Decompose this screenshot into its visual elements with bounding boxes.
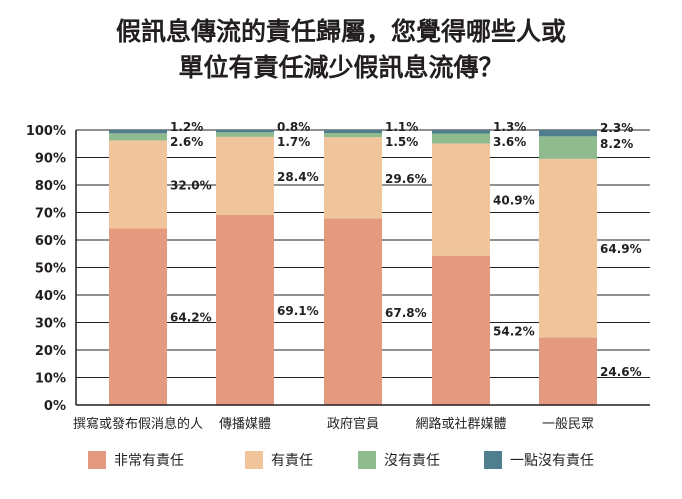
bar-segment [216, 214, 274, 405]
y-tick-label: 80% [35, 179, 66, 194]
x-tick-label: 政府官員 [327, 416, 379, 432]
bar-segment [432, 133, 490, 144]
bar-segment [216, 130, 274, 133]
data-label: 69.1% [277, 304, 319, 318]
legend-label: 有責任 [271, 453, 313, 469]
data-label: 67.8% [385, 306, 427, 320]
data-label: 0.8% [277, 120, 310, 134]
legend-swatch [88, 451, 106, 469]
legend-swatch [245, 451, 263, 469]
bar-segment [539, 337, 597, 405]
bar-segment [539, 158, 597, 338]
x-tick-label: 傳播媒體 [219, 417, 271, 432]
data-label: 32.0% [170, 178, 212, 192]
bar-segment [432, 143, 490, 256]
data-label: 64.2% [170, 311, 212, 325]
y-tick-label: 50% [35, 262, 66, 277]
data-label: 3.6% [493, 135, 526, 149]
data-label: 40.9% [493, 194, 535, 208]
chart-title: 假訊息傳流的責任歸屬，您覺得哪些人或 單位有責任減少假訊息流傳？ [0, 14, 682, 86]
bar-segment [324, 130, 382, 134]
bar-segment [109, 140, 167, 229]
legend-label: 沒有責任 [384, 452, 440, 469]
bar-segment [539, 130, 597, 137]
y-tick-label: 10% [35, 372, 66, 387]
bar-segment [432, 255, 490, 405]
y-tick-label: 40% [35, 289, 66, 304]
x-tick-label: 一般民眾 [542, 416, 594, 432]
data-label: 1.3% [493, 120, 526, 134]
data-label: 2.3% [600, 121, 633, 135]
data-label: 54.2% [493, 324, 535, 338]
data-label: 1.7% [277, 135, 310, 149]
y-tick-label: 100% [26, 124, 66, 139]
legend-swatch [484, 451, 502, 469]
y-tick-label: 70% [35, 207, 66, 222]
x-tick-label: 撰寫或發布假消息的人 [73, 416, 203, 432]
legend-label: 非常有責任 [114, 453, 184, 469]
data-label: 1.1% [385, 120, 418, 134]
data-label: 1.5% [385, 135, 418, 149]
chart-title-line-1: 假訊息傳流的責任歸屬，您覺得哪些人或 [115, 17, 566, 46]
bar-segment [539, 136, 597, 159]
y-tick-label: 60% [35, 234, 66, 249]
x-tick-label: 網路或社群媒體 [415, 416, 506, 432]
bar-segment [432, 130, 490, 134]
bar-segment [216, 132, 274, 137]
data-label: 2.6% [170, 135, 203, 149]
chart-title-line-2: 單位有責任減少假訊息流傳？ [178, 53, 504, 82]
data-label: 29.6% [385, 172, 427, 186]
y-tick-label: 90% [35, 152, 66, 167]
data-label: 28.4% [277, 170, 319, 184]
data-label: 8.2% [600, 137, 633, 151]
bar-segment [109, 130, 167, 134]
y-tick-label: 20% [35, 344, 66, 359]
bar-segment [324, 137, 382, 219]
y-tick-label: 30% [35, 317, 66, 332]
bar-segment [216, 136, 274, 215]
bar-segment [109, 133, 167, 141]
data-label: 1.2% [170, 120, 203, 134]
bar-segment [109, 228, 167, 405]
data-label: 64.9% [600, 242, 642, 256]
legend-swatch [358, 451, 376, 469]
y-tick-label: 0% [44, 399, 66, 414]
bar-segment [324, 218, 382, 405]
legend-label: 一點沒有責任 [510, 452, 594, 469]
bar-segment [324, 133, 382, 138]
data-label: 24.6% [600, 365, 642, 379]
